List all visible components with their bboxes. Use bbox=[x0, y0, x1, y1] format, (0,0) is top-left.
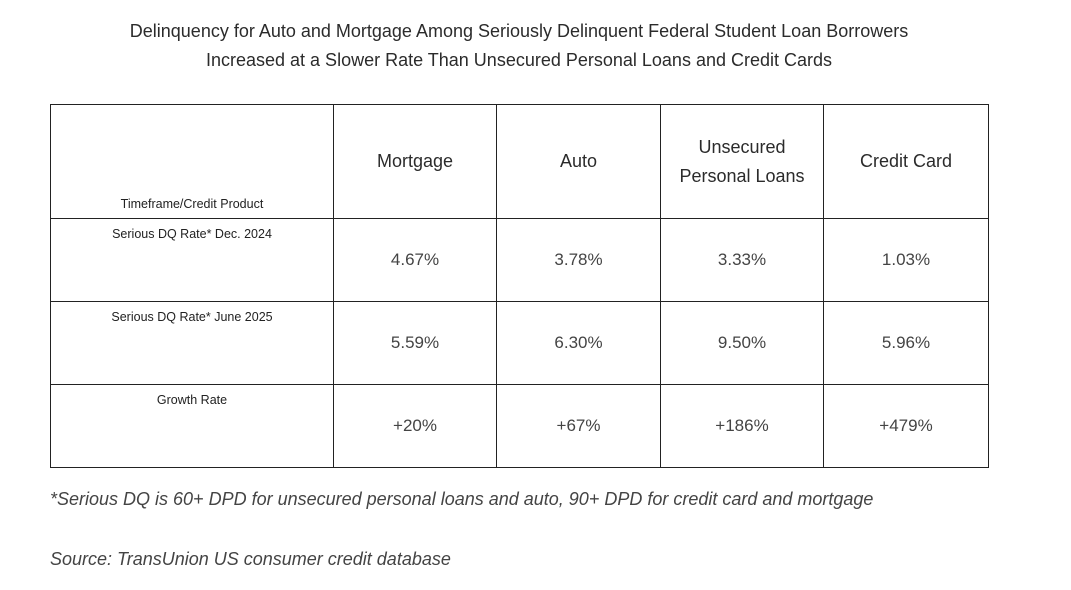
column-header-unsecured-personal-loans: Unsecured Personal Loans bbox=[660, 104, 824, 219]
cell-value: 5.59% bbox=[333, 301, 497, 385]
cell-value: +67% bbox=[496, 384, 661, 468]
cell-value: 6.30% bbox=[496, 301, 661, 385]
table-row: Serious DQ Rate* June 2025 5.59% 6.30% 9… bbox=[50, 301, 989, 385]
title-line-2: Increased at a Slower Rate Than Unsecure… bbox=[205, 50, 833, 70]
cell-value: +479% bbox=[823, 384, 989, 468]
table-row: Serious DQ Rate* Dec. 2024 4.67% 3.78% 3… bbox=[50, 218, 989, 302]
footnote: *Serious DQ is 60+ DPD for unsecured per… bbox=[50, 489, 874, 509]
row-header-june-2025: Serious DQ Rate* June 2025 bbox=[50, 301, 334, 385]
cell-value: 3.33% bbox=[660, 218, 824, 302]
column-header-unsecured-label: Unsecured Personal Loans bbox=[679, 136, 805, 186]
table-row: Growth Rate +20% +67% +186% +479% bbox=[50, 384, 989, 468]
column-header-mortgage: Mortgage bbox=[333, 104, 497, 219]
delinquency-table: Timeframe/Credit Product Mortgage Auto U… bbox=[50, 104, 989, 468]
column-header-credit-card: Credit Card bbox=[823, 104, 989, 219]
cell-value: 1.03% bbox=[823, 218, 989, 302]
cell-value: +20% bbox=[333, 384, 497, 468]
row-header-growth-rate: Growth Rate bbox=[50, 384, 334, 468]
cell-value: +186% bbox=[660, 384, 824, 468]
source-note: Source: TransUnion US consumer credit da… bbox=[50, 549, 451, 569]
column-header-auto: Auto bbox=[496, 104, 661, 219]
table-header-row: Timeframe/Credit Product Mortgage Auto U… bbox=[50, 104, 989, 219]
corner-header: Timeframe/Credit Product bbox=[50, 104, 334, 219]
cell-value: 9.50% bbox=[660, 301, 824, 385]
row-header-dec-2024: Serious DQ Rate* Dec. 2024 bbox=[50, 218, 334, 302]
cell-value: 5.96% bbox=[823, 301, 989, 385]
page-title: Delinquency for Auto and Mortgage Among … bbox=[0, 17, 1038, 75]
cell-value: 4.67% bbox=[333, 218, 497, 302]
title-line-1: Delinquency for Auto and Mortgage Among … bbox=[129, 21, 909, 41]
cell-value: 3.78% bbox=[496, 218, 661, 302]
